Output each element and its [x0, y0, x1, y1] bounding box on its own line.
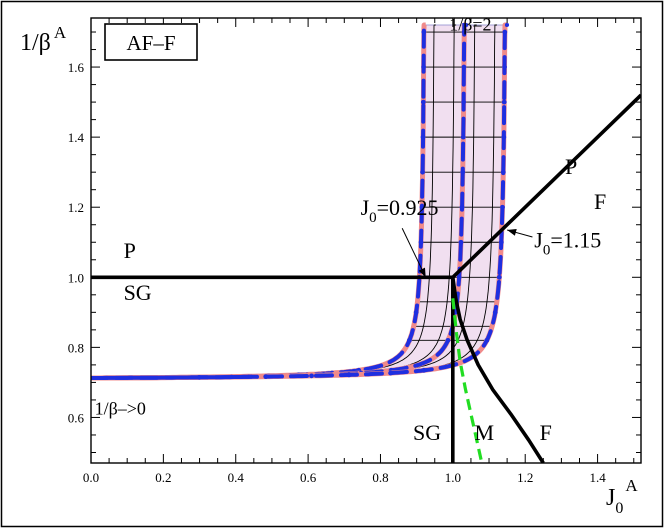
- curve-dot: [388, 370, 394, 376]
- x-tick-label: 0.8: [372, 470, 388, 485]
- y-axis-title: 1/β A: [20, 23, 67, 56]
- curve-dot: [496, 274, 502, 280]
- phase-boundary-m-f: [451, 277, 545, 463]
- phase-boundaries: [91, 93, 641, 463]
- panel-label: AF–F: [126, 31, 175, 55]
- annotation-4: P: [565, 154, 577, 179]
- panel-label-box: AF–F: [104, 23, 198, 61]
- phase-boundary-p-f: [451, 93, 641, 279]
- svg-text:1/βA: 1/β A: [20, 23, 67, 56]
- curve-dot: [346, 372, 352, 378]
- callout-0-arrowhead: [418, 267, 426, 278]
- x-axis-title-sub: 0: [615, 500, 623, 517]
- y-axis-title-main: 1/β: [20, 30, 51, 56]
- callout-1-main: J: [534, 228, 543, 253]
- annotation-0: 1/β=2: [449, 14, 491, 34]
- curve-dot: [500, 204, 505, 210]
- x-tick-label: 0.0: [83, 470, 99, 485]
- x-tick-label: 1.0: [445, 470, 461, 485]
- curve-dot: [492, 309, 498, 315]
- curve-dot: [458, 239, 464, 245]
- curve-dot: [461, 64, 467, 70]
- callout-0-arrow: [401, 228, 427, 278]
- y-tick-label: 1.4: [68, 130, 85, 145]
- callout-1-arrowhead: [507, 229, 517, 236]
- curve-dot: [461, 99, 467, 105]
- curve-dot: [502, 64, 507, 70]
- curve-dot: [418, 239, 424, 245]
- callout-0-sub: 0: [369, 210, 377, 226]
- curve-dot: [459, 204, 465, 210]
- curve-dot: [413, 309, 419, 315]
- curve-dot: [407, 337, 412, 343]
- y-tick-label: 1.6: [68, 60, 85, 75]
- curve-dot: [501, 99, 507, 105]
- annotation-1: P: [124, 238, 136, 263]
- callout-0-value: =0.925: [377, 195, 439, 220]
- x-tick-label: 0.2: [155, 470, 171, 485]
- curve-dot: [421, 367, 427, 373]
- y-tick-label: 0.6: [68, 410, 85, 425]
- x-axis-title-sup: A: [625, 476, 638, 495]
- curve-dot: [309, 373, 314, 379]
- callout-0-main: J: [361, 195, 370, 220]
- curve-dot: [460, 134, 466, 140]
- y-axis-title-sup: A: [54, 23, 67, 42]
- y-tick-label: 1.0: [68, 270, 84, 285]
- annotation-8: F: [540, 420, 552, 445]
- svg-text:J0A: J0A: [606, 476, 638, 517]
- x-tick-label: 0.4: [228, 470, 245, 485]
- phase-boundary-dashed: [451, 298, 484, 463]
- curve-dot: [445, 337, 451, 343]
- curve-dot: [419, 204, 425, 210]
- x-axis-title-main: J: [606, 485, 615, 511]
- curve-dot: [498, 239, 504, 245]
- curve-dot: [456, 274, 462, 280]
- annotation-5: F: [594, 189, 606, 214]
- annotation-6: SG: [413, 420, 441, 445]
- y-tick-label: 1.2: [68, 200, 84, 215]
- curve-dot: [420, 169, 425, 175]
- plot-frame: [90, 17, 642, 464]
- curve-dot: [500, 169, 506, 175]
- curve-dot: [460, 169, 466, 175]
- curve-dot: [421, 29, 427, 35]
- x-tick-label: 0.6: [300, 470, 317, 485]
- curve-dot: [263, 374, 269, 380]
- tick-labels: 0.0 0.2 0.4 0.6 0.8 1.0 1.2 1.4 0.6 0.8 1.0 1.2 1.4 1…: [68, 60, 606, 485]
- callout-0: J0=0.925: [361, 195, 439, 226]
- annotation-2: SG: [124, 280, 152, 305]
- curve-dot: [484, 337, 490, 343]
- x-axis-title: J0A: [606, 476, 638, 517]
- callout-1-sub: 0: [543, 243, 551, 259]
- curve-dot: [502, 29, 508, 35]
- annotation-7: M: [475, 420, 495, 445]
- curve-dot: [420, 134, 426, 140]
- curve-dot: [461, 29, 467, 35]
- x-tick-label: 1.2: [517, 470, 533, 485]
- blue-asymptote-curve: [91, 374, 253, 380]
- curve-dot: [421, 64, 427, 70]
- callout-1: J0=1.15: [534, 228, 601, 259]
- callout-1-value: =1.15: [550, 228, 601, 253]
- y-tick-label: 0.8: [68, 340, 84, 355]
- annotation-3: 1/β–>0: [95, 399, 146, 419]
- curve-dot: [420, 99, 426, 105]
- x-tick-label: 1.4: [589, 470, 606, 485]
- curve-dot: [501, 134, 507, 140]
